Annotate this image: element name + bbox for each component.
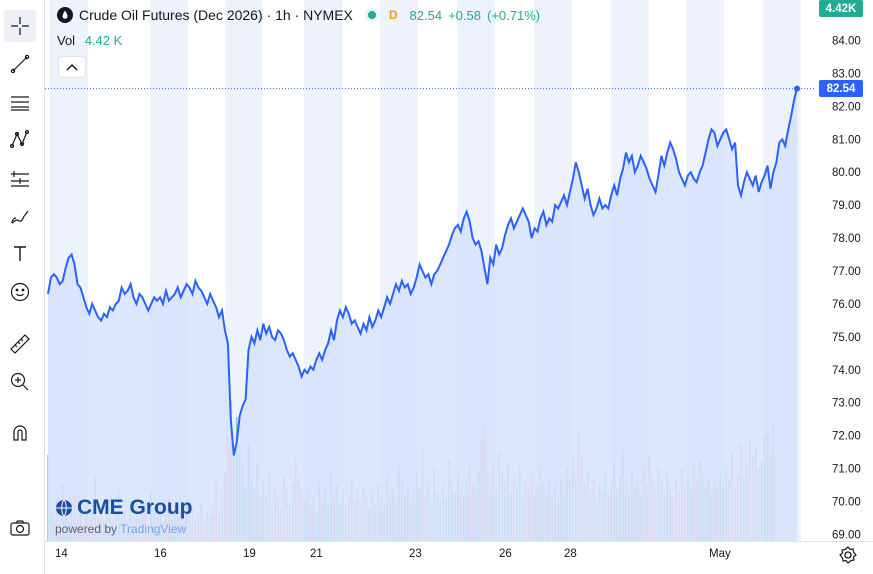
price-tick-label: 77.00 (832, 266, 861, 278)
ruler-icon[interactable] (4, 328, 36, 360)
powered-by-text: powered by (55, 522, 118, 536)
symbol-title[interactable]: Crude Oil Futures (Dec 2026) · 1h · NYME… (79, 7, 353, 23)
price-tick-label: 70.00 (832, 496, 861, 508)
price-line (47, 88, 798, 456)
price-tick-label: 74.00 (832, 365, 861, 377)
price-tick-label: 79.00 (832, 200, 861, 212)
price-tick-label: 75.00 (832, 332, 861, 344)
time-tick-label: 14 (55, 548, 68, 560)
price-tick-label: 76.00 (832, 299, 861, 311)
text-icon[interactable] (4, 238, 36, 270)
zoom-icon[interactable] (4, 366, 36, 398)
time-tick-label: 26 (499, 548, 512, 560)
time-tick-label: 28 (564, 548, 577, 560)
brand-name: CME Group (77, 496, 193, 519)
price-tick-label: 80.00 (832, 167, 861, 179)
measure-icon[interactable] (4, 162, 36, 194)
volume-legend: Vol 4.42 K (57, 33, 122, 48)
trend-line-icon[interactable] (4, 48, 36, 80)
status-badge[interactable]: D (388, 8, 398, 22)
price-tick-label: 69.00 (832, 529, 861, 541)
fib-icon[interactable] (4, 86, 36, 118)
price-tick-label: 71.00 (832, 464, 861, 476)
screenshot-icon[interactable] (4, 512, 36, 544)
chart-legend: Crude Oil Futures (Dec 2026) · 1h · NYME… (57, 7, 540, 23)
price-change: +0.58 (448, 7, 481, 23)
time-tick-label: 16 (154, 548, 167, 560)
market-open-dot (364, 8, 379, 22)
time-axis: 14 16 19 21 23 26 28 May (55, 548, 731, 560)
price-tick-label: 73.00 (832, 398, 861, 410)
crosshair-icon[interactable] (4, 10, 36, 42)
brush-icon[interactable] (4, 200, 36, 232)
pattern-icon[interactable] (4, 124, 36, 156)
oil-drop-icon (57, 7, 73, 23)
last-price-point (794, 85, 800, 92)
collapse-legend-button[interactable] (58, 56, 86, 78)
price-tick-label: 84.00 (832, 36, 861, 48)
last-price: 82.54 (409, 7, 443, 23)
price-chart[interactable]: 85.0084.0083.0082.0081.0080.0079.0078.00… (45, 0, 873, 574)
price-change-percent: (+0.71%) (487, 7, 541, 23)
cme-logo[interactable]: CME Group powered by TradingView (55, 496, 193, 536)
price-area-fill (48, 88, 797, 541)
time-tick-label: 21 (310, 548, 323, 560)
price-tick-label: 78.00 (832, 233, 861, 245)
last-price-tag: 82.54 (819, 80, 863, 98)
price-tick-label: 72.00 (832, 431, 861, 443)
volume-label[interactable]: Vol (57, 33, 76, 48)
time-tick-label: 19 (243, 548, 256, 560)
price-tick-label: 81.00 (832, 134, 861, 146)
last-volume-tag: 4.42K (819, 0, 863, 17)
tradingview-text: TradingView (120, 522, 187, 536)
magnet-icon[interactable] (4, 416, 36, 448)
time-tick-label: May (709, 548, 731, 560)
drawing-toolbar (0, 0, 45, 574)
time-tick-label: 23 (409, 548, 422, 560)
volume-value: 4.42 K (84, 33, 123, 48)
chevron-up-icon (66, 64, 78, 71)
globe-icon (56, 499, 72, 517)
settings-icon[interactable] (838, 545, 858, 565)
price-tick-label: 82.00 (832, 101, 861, 113)
emoji-icon[interactable] (4, 276, 36, 308)
price-tick-label: 83.00 (832, 68, 861, 80)
